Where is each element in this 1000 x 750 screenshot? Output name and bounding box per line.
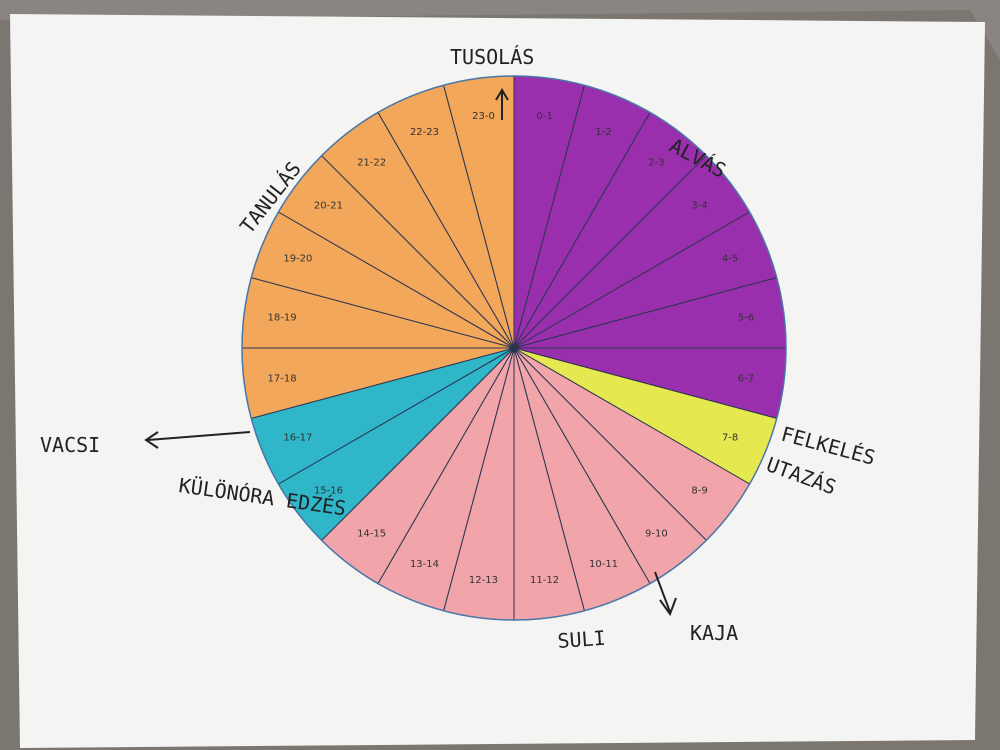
pie: 0-1 1-2 2-3 3-4 4-5 5-6 6-7 7-8 8-9 9-10 10-11 11-1… xyxy=(241,75,787,621)
slice-label: 8-9 xyxy=(691,485,707,496)
arrows xyxy=(144,88,677,617)
slice-label: 22-23 xyxy=(410,127,439,138)
slice-label: 18-19 xyxy=(268,312,297,323)
slice-label: 19-20 xyxy=(283,253,312,264)
slice-label: 16-17 xyxy=(283,433,312,444)
slice-label: 9-10 xyxy=(645,529,668,540)
slice-label: 0-1 xyxy=(536,111,552,122)
annotation: SULI xyxy=(557,626,607,653)
annotation: VACSI xyxy=(40,433,100,457)
slice-label: 3-4 xyxy=(691,201,707,212)
slice-label: 1-2 xyxy=(595,127,611,138)
slice-label: 7-8 xyxy=(722,433,738,444)
slice-label: 14-15 xyxy=(357,529,386,540)
slice-label: 15-16 xyxy=(314,485,343,496)
slice-label: 4-5 xyxy=(722,253,738,264)
slice-label: 12-13 xyxy=(469,575,498,586)
annotation: TUSOLÁS xyxy=(450,45,534,69)
slice-label: 5-6 xyxy=(738,312,754,323)
slice-label: 23-0 xyxy=(472,111,495,122)
slice-label: 21-22 xyxy=(357,157,386,168)
slice-label: 10-11 xyxy=(589,559,618,570)
slice-label: 6-7 xyxy=(738,374,754,385)
slice-label: 11-12 xyxy=(530,575,559,586)
slice-label: 17-18 xyxy=(268,374,297,385)
annotation: KAJA xyxy=(690,621,738,645)
slice-label: 2-3 xyxy=(648,157,664,168)
pie-outline xyxy=(241,75,787,621)
slice-label: 13-14 xyxy=(410,559,439,570)
slice-label: 20-21 xyxy=(314,201,343,212)
